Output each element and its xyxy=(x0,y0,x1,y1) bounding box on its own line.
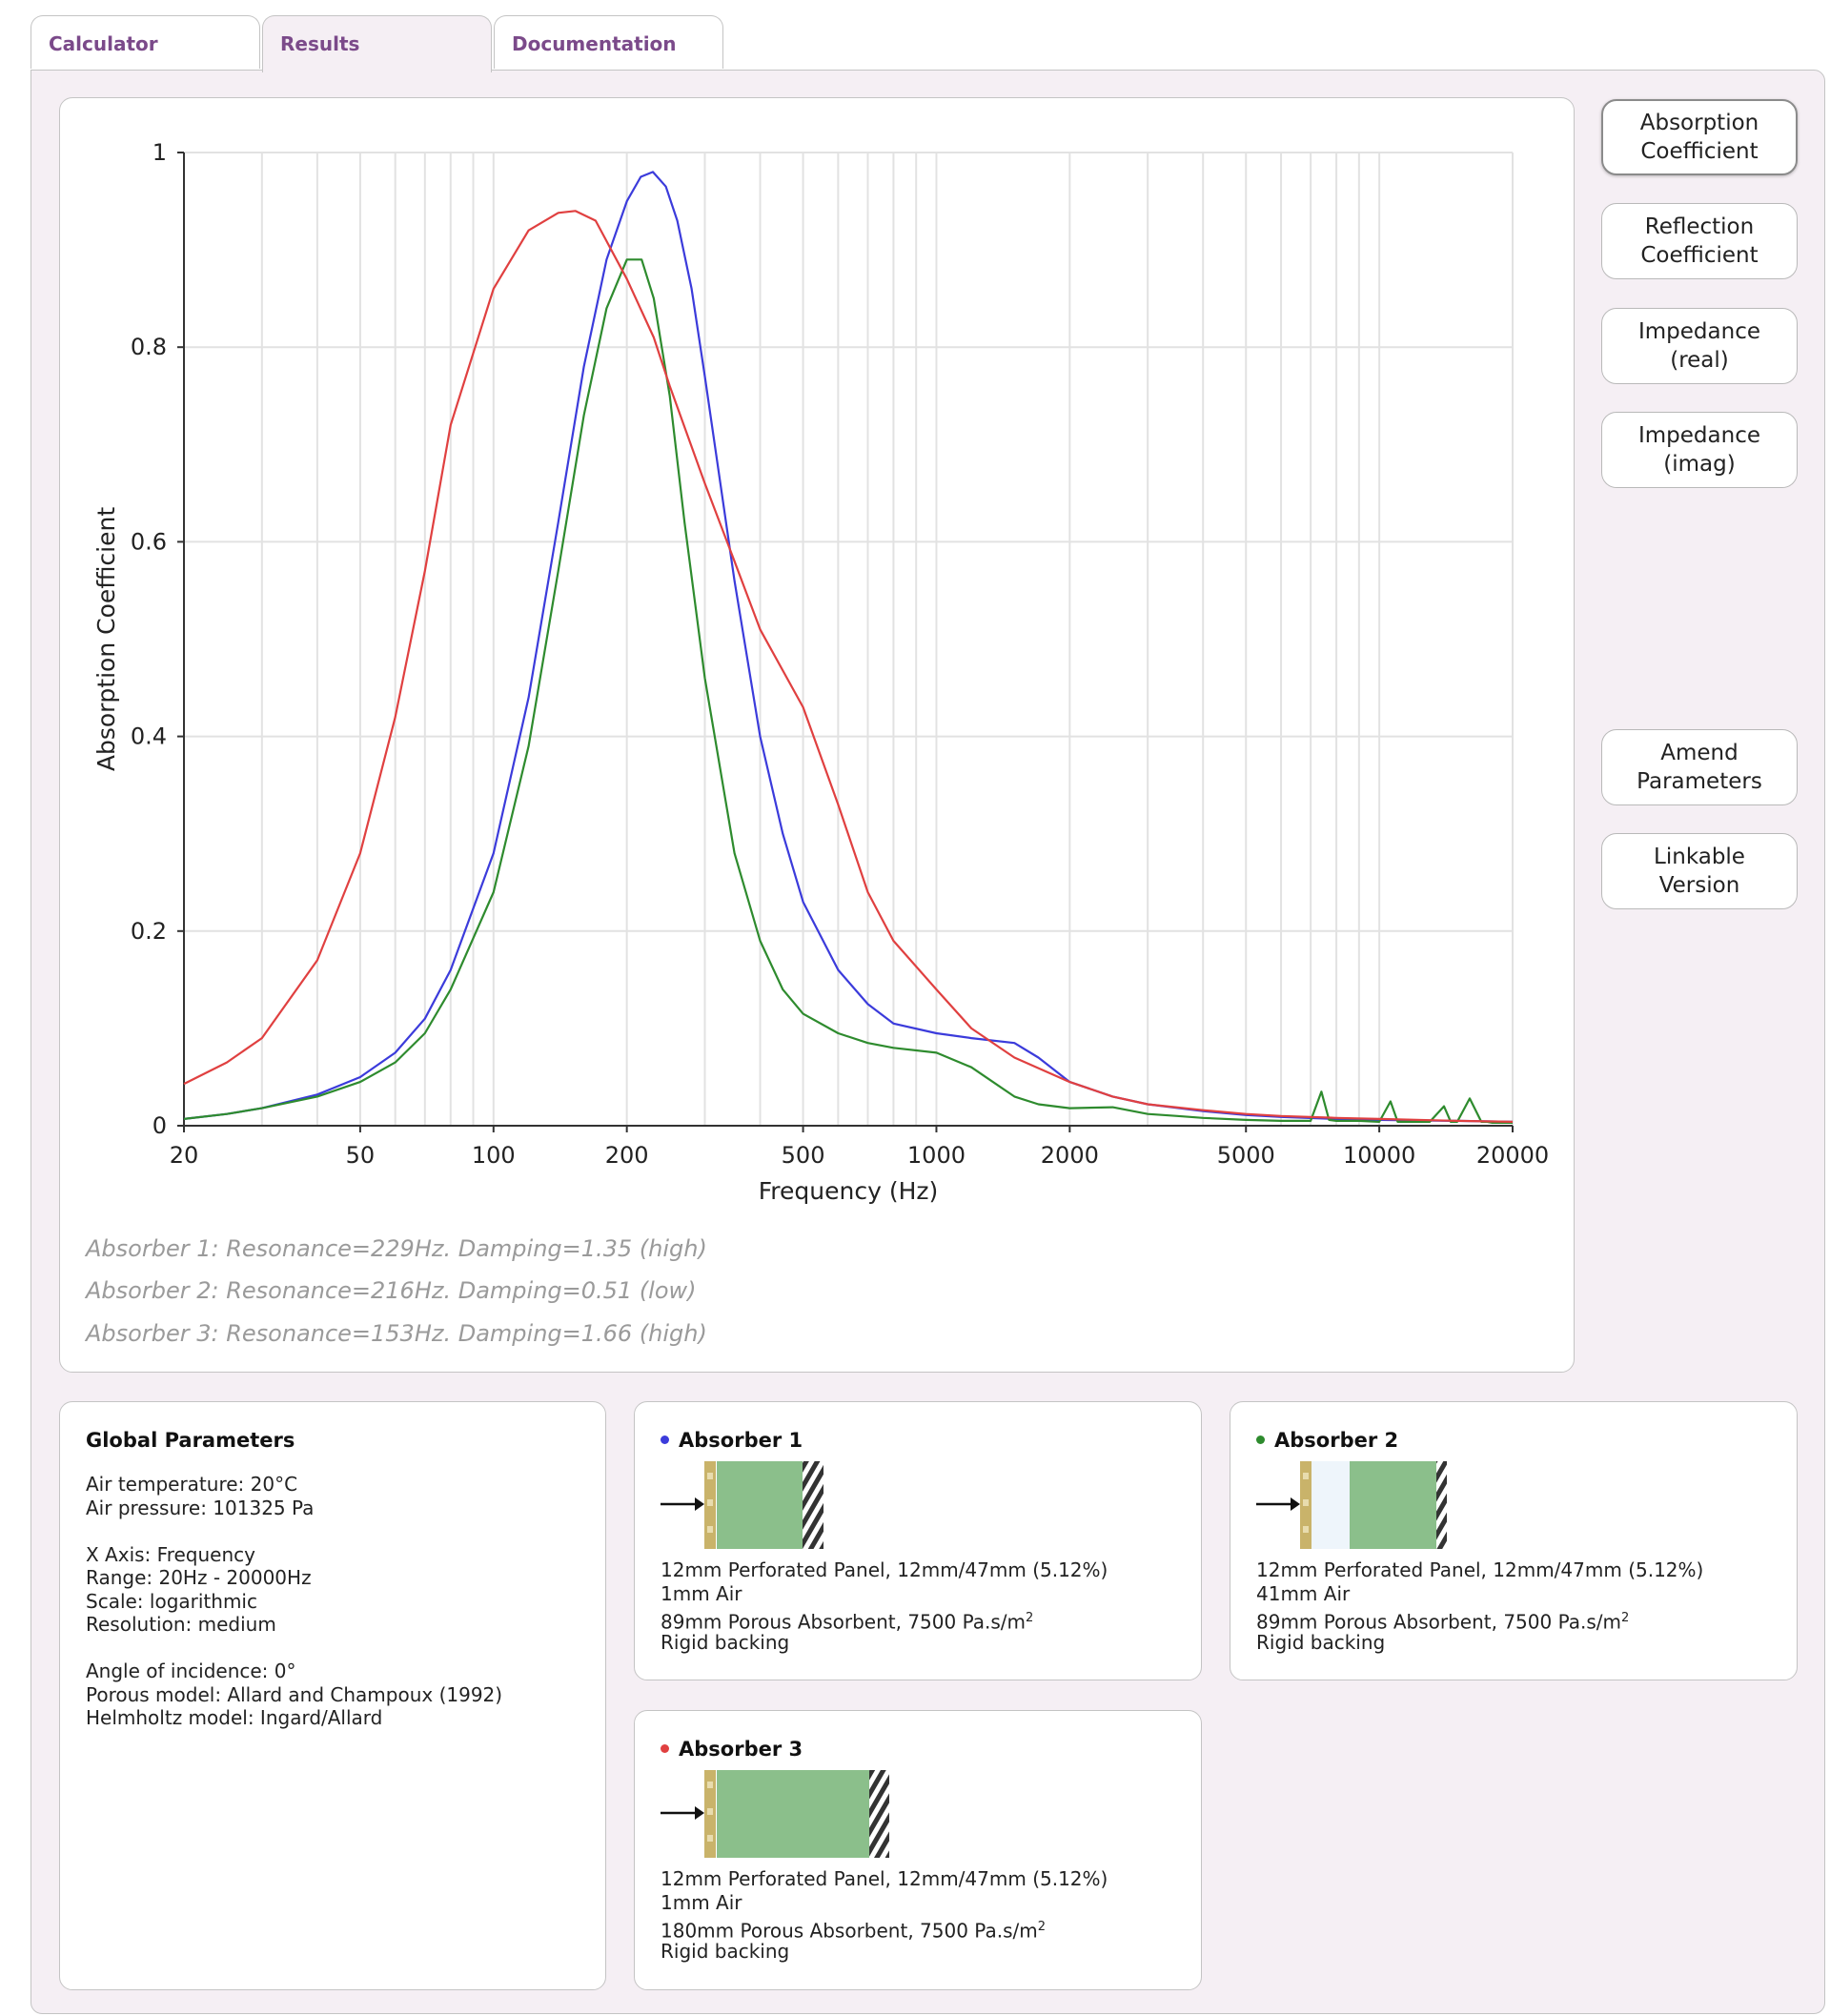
scale: Scale: logarithmic xyxy=(86,1589,257,1613)
backing-layer-text: Rigid backing xyxy=(1256,1630,1386,1654)
linkable-version-label: Linkable Version xyxy=(1654,845,1745,898)
tab-calculator[interactable]: Calculator xyxy=(30,15,260,69)
y-tick-label: 0.8 xyxy=(131,334,167,360)
y-tick-label: 0.2 xyxy=(131,918,167,945)
series-dot-icon xyxy=(1256,1435,1265,1444)
arrow-right-icon xyxy=(661,1497,704,1511)
absorber-1-name: Absorber 1 xyxy=(679,1429,803,1452)
air-layer-text: 1mm Air xyxy=(661,1890,742,1914)
rigid-backing-layer xyxy=(869,1770,889,1858)
absorption-coefficient-button[interactable]: Absorption Coefficient xyxy=(1601,99,1798,175)
x-tick-label: 500 xyxy=(782,1142,825,1169)
x-tick-label: 2000 xyxy=(1041,1142,1099,1169)
air-gap-layer xyxy=(1312,1461,1350,1549)
reflection-coefficient-label: Reflection Coefficient xyxy=(1640,214,1759,268)
x-tick-label: 20000 xyxy=(1476,1142,1549,1169)
result-absorber-3: Absorber 3: Resonance=153Hz. Damping=1.6… xyxy=(86,1320,707,1347)
air-layer-text: 41mm Air xyxy=(1256,1581,1351,1605)
absorber-2-title: Absorber 2 xyxy=(1256,1429,1398,1452)
absorber-3-name: Absorber 3 xyxy=(679,1738,803,1761)
linkable-version-button[interactable]: Linkable Version xyxy=(1601,833,1798,909)
absorber-2-curve xyxy=(183,258,1513,1125)
absorber-3-curve xyxy=(183,210,1514,1123)
porous-layer-text: 180mm Porous Absorbent, 7500 Pa.s/m2 xyxy=(661,1919,1046,1943)
backing-layer-text: Rigid backing xyxy=(661,1630,790,1654)
x-tick-label: 20 xyxy=(170,1142,199,1169)
y-tick-label: 0 xyxy=(152,1112,167,1139)
absorber-2-card[interactable]: Absorber 2 12mm Perforated Panel, 12mm/4… xyxy=(1230,1401,1798,1680)
x-axis-label: Frequency (Hz) xyxy=(759,1177,939,1205)
tab-results[interactable]: Results xyxy=(262,15,492,72)
rigid-backing-layer xyxy=(803,1461,824,1549)
absorber-3-card[interactable]: Absorber 3 12mm Perforated Panel, 12mm/4… xyxy=(634,1710,1202,1990)
porous-layer-text: 89mm Porous Absorbent, 7500 Pa.s/m2 xyxy=(1256,1610,1630,1634)
angle-of-incidence: Angle of incidence: 0° xyxy=(86,1660,296,1682)
absorber-2-diagram xyxy=(1256,1461,1447,1549)
x-tick-label: 200 xyxy=(605,1142,649,1169)
absorber-1-title: Absorber 1 xyxy=(661,1429,803,1452)
arrow-right-icon xyxy=(661,1806,704,1820)
absorber-2-layers: 12mm Perforated Panel, 12mm/47mm (5.12%)… xyxy=(1256,1558,1703,1654)
absorber-1-curve xyxy=(183,171,1514,1123)
air-temperature: Air temperature: 20°C xyxy=(86,1473,298,1496)
backing-layer-text: Rigid backing xyxy=(661,1939,790,1963)
air-pressure: Air pressure: 101325 Pa xyxy=(86,1496,315,1519)
chart-container xyxy=(59,97,1575,1373)
impedance-imag-label: Impedance (imag) xyxy=(1637,423,1760,477)
x-tick-label: 10000 xyxy=(1343,1142,1415,1169)
porous-absorbent-layer xyxy=(717,1770,889,1858)
absorber-1-layers: 12mm Perforated Panel, 12mm/47mm (5.12%)… xyxy=(661,1558,1108,1654)
absorber-3-layers: 12mm Perforated Panel, 12mm/47mm (5.12%)… xyxy=(661,1867,1108,1963)
result-absorber-1: Absorber 1: Resonance=229Hz. Damping=1.3… xyxy=(86,1235,707,1262)
resolution: Resolution: medium xyxy=(86,1613,276,1636)
impedance-real-label: Impedance (real) xyxy=(1637,319,1760,373)
arrow-right-icon xyxy=(1256,1497,1300,1511)
panel-layer-text: 12mm Perforated Panel, 12mm/47mm (5.12%) xyxy=(661,1558,1108,1581)
rigid-backing-layer xyxy=(1436,1461,1447,1549)
tab-documentation[interactable]: Documentation xyxy=(494,15,723,69)
porous-absorbent-layer xyxy=(717,1461,803,1549)
panel-layer-text: 12mm Perforated Panel, 12mm/47mm (5.12%) xyxy=(661,1867,1108,1890)
y-tick-label: 0.6 xyxy=(131,528,167,555)
porous-model: Porous model: Allard and Champoux (1992) xyxy=(86,1682,503,1706)
result-absorber-2: Absorber 2: Resonance=216Hz. Damping=0.5… xyxy=(86,1277,697,1304)
absorber-1-card[interactable]: Absorber 1 12mm Perforated Panel, 12mm/4… xyxy=(634,1401,1202,1680)
global-parameters-title: Global Parameters xyxy=(86,1429,295,1452)
impedance-imag-button[interactable]: Impedance (imag) xyxy=(1601,412,1798,488)
porous-layer-text: 89mm Porous Absorbent, 7500 Pa.s/m2 xyxy=(661,1610,1034,1634)
y-tick-label: 1 xyxy=(152,139,167,166)
y-tick-label: 0.4 xyxy=(131,723,167,750)
helmholtz-model: Helmholtz model: Ingard/Allard xyxy=(86,1706,383,1729)
absorber-1-diagram xyxy=(661,1461,824,1549)
global-parameters-card: Global Parameters Air temperature: 20°C … xyxy=(59,1401,606,1990)
absorber-3-diagram xyxy=(661,1770,889,1858)
amend-parameters-label: Amend Parameters xyxy=(1637,741,1762,794)
amend-parameters-button[interactable]: Amend Parameters xyxy=(1601,729,1798,805)
x-tick-label: 50 xyxy=(346,1142,376,1169)
absorption-chart: 0 0.2 0.4 0.6 0.8 1 20 50 100 200 500 1000 2000 5000 1… xyxy=(92,139,1549,1205)
panel-layer-text: 12mm Perforated Panel, 12mm/47mm (5.12%) xyxy=(1256,1558,1704,1581)
air-layer-text: 1mm Air xyxy=(661,1581,742,1605)
impedance-real-button[interactable]: Impedance (real) xyxy=(1601,308,1798,384)
y-axis-label: Absorption Coefficient xyxy=(92,507,120,771)
absorber-2-name: Absorber 2 xyxy=(1274,1429,1399,1452)
series-dot-icon xyxy=(661,1435,669,1444)
absorber-3-title: Absorber 3 xyxy=(661,1738,803,1761)
x-tick-label: 100 xyxy=(472,1142,516,1169)
x-tick-label: 5000 xyxy=(1217,1142,1275,1169)
absorption-coefficient-label: Absorption Coefficient xyxy=(1639,111,1759,164)
global-parameters-list: Air temperature: 20°C Air pressure: 1013… xyxy=(86,1473,502,1730)
x-axis: X Axis: Frequency xyxy=(86,1542,255,1566)
x-tick-label: 1000 xyxy=(907,1142,966,1169)
reflection-coefficient-button[interactable]: Reflection Coefficient xyxy=(1601,203,1798,279)
series-dot-icon xyxy=(661,1743,669,1753)
range: Range: 20Hz - 20000Hz xyxy=(86,1566,312,1589)
porous-absorbent-layer xyxy=(1350,1461,1436,1549)
